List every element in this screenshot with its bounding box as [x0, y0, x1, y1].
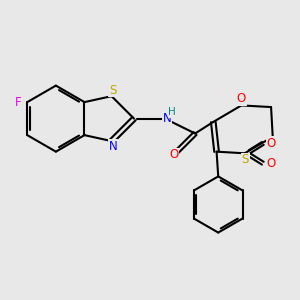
Text: S: S: [242, 153, 249, 167]
Text: O: O: [169, 148, 178, 161]
Text: O: O: [266, 157, 276, 170]
Text: S: S: [109, 84, 116, 97]
Text: O: O: [266, 137, 276, 150]
Text: N: N: [109, 140, 118, 152]
Text: O: O: [237, 92, 246, 105]
Text: N: N: [163, 112, 171, 125]
Text: H: H: [168, 107, 176, 117]
Text: F: F: [15, 96, 21, 109]
